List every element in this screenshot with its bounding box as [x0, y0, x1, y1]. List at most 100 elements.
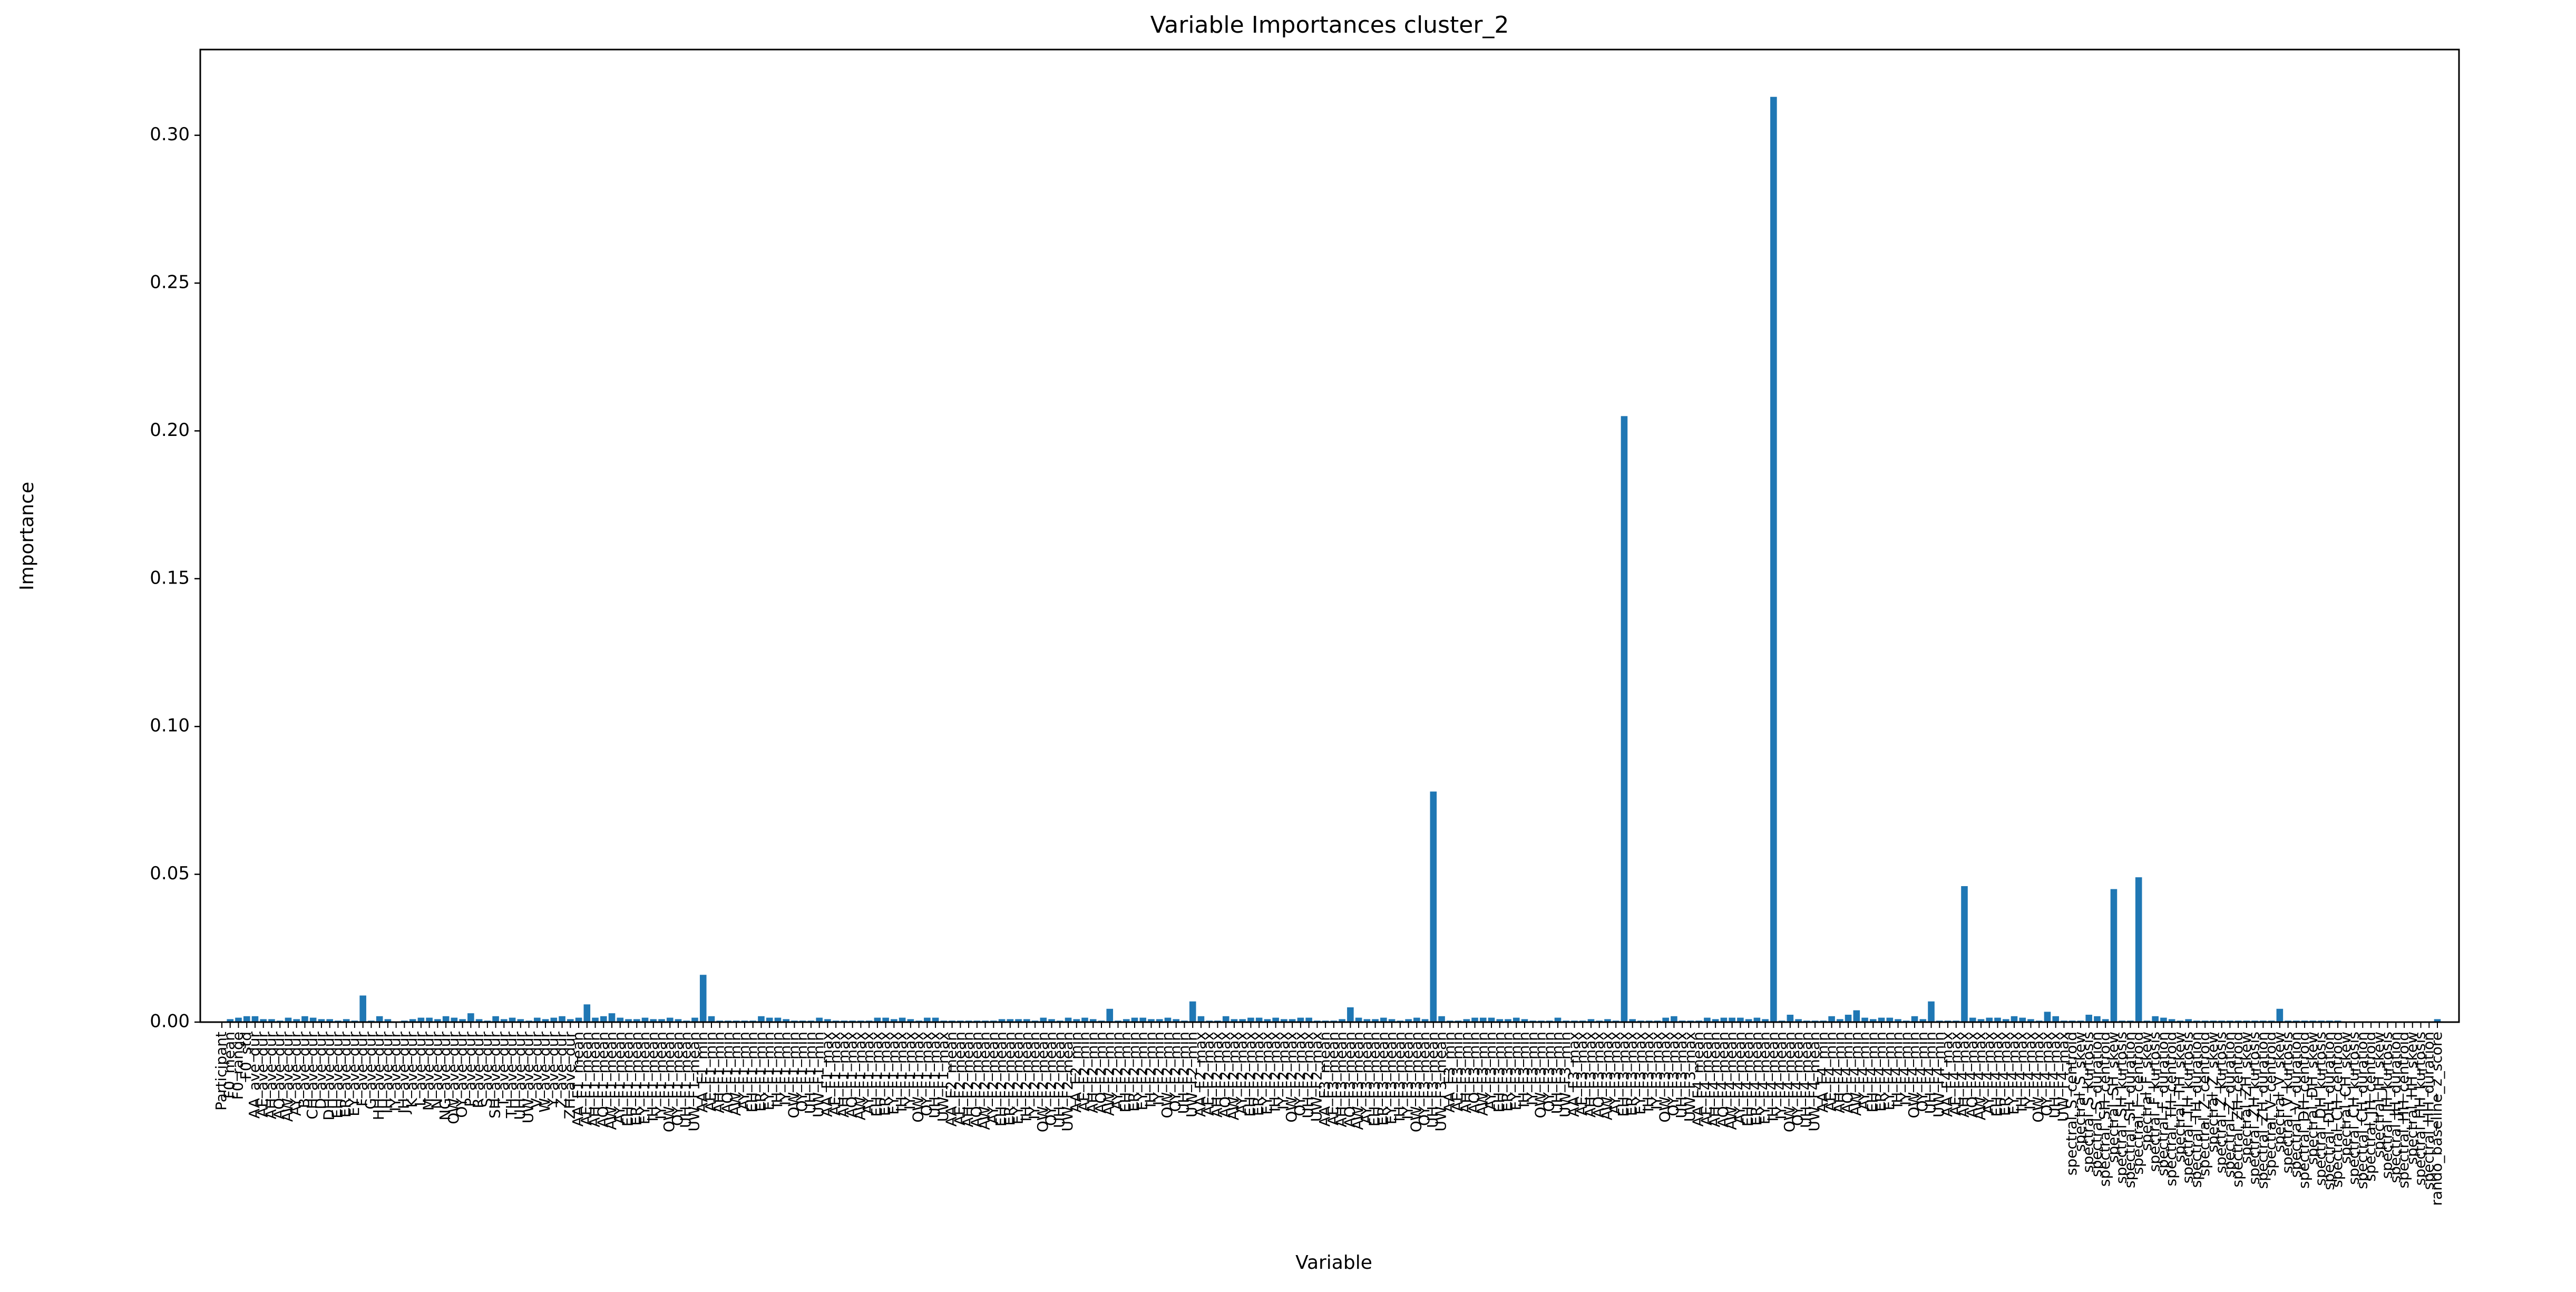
bar: [633, 1019, 640, 1022]
x-tick-label: AW_F3_min: [1474, 1032, 1491, 1116]
x-tick-label: ER_ave_dur: [337, 1032, 354, 1118]
bar: [1554, 1017, 1562, 1022]
x-tick-label: EH_F3_min: [1490, 1032, 1508, 1112]
x-tick-label: AA_F3_min: [1440, 1032, 1458, 1113]
x-tick-label: spectral_JH_duration: [2386, 1032, 2404, 1183]
bar: [1405, 1019, 1412, 1022]
bar: [1729, 1017, 1735, 1022]
x-tick-label: F0_std: [237, 1032, 255, 1080]
x-tick-label: spectral_JH_centroid: [2362, 1032, 2379, 1182]
bar: [1089, 1019, 1097, 1022]
bar: [2168, 1019, 2175, 1022]
x-tick-label: OY_F2_min: [1167, 1032, 1184, 1112]
x-tick-label: V_ave_dur: [528, 1032, 545, 1109]
x-tick-label: JH_ave_dur: [395, 1032, 412, 1115]
bar: [1969, 1017, 1976, 1022]
x-tick-label: G_ave_dur: [362, 1032, 379, 1110]
x-tick-label: AY_F4_min: [1856, 1032, 1873, 1110]
x-tick-label: OY_F3_min: [1540, 1032, 1557, 1112]
x-tick-label: spectral_Z_kurtosis: [2212, 1032, 2230, 1173]
x-tick-label: spectral_Z_skew: [2204, 1032, 2221, 1153]
y-tick-label: 0.05: [150, 863, 190, 884]
x-tick-label: AO_F4_mean: [1714, 1032, 1732, 1128]
bar: [625, 1019, 632, 1022]
x-tick-label: AY_F1_min: [735, 1032, 753, 1110]
bar: [1977, 1019, 1985, 1022]
x-tick-label: spectral_Z_duration: [2220, 1032, 2238, 1178]
x-tick-label: Participant: [212, 1032, 230, 1111]
bar: [824, 1019, 831, 1022]
x-tick-label: DH_ave_dur: [320, 1032, 338, 1121]
x-tick-label: AA_F4_mean: [1690, 1032, 1707, 1126]
bar: [1463, 1019, 1470, 1022]
x-tick-label: OY_ave_dur: [453, 1032, 471, 1118]
bar: [1521, 1019, 1528, 1022]
x-tick-label: UW_F4_mean: [1806, 1032, 1823, 1132]
x-tick-label: AY_F3_max: [1606, 1032, 1624, 1114]
x-tick-label: AO_F2_max: [1216, 1032, 1234, 1118]
x-tick-label: IH_F2_max: [1266, 1032, 1284, 1112]
x-tick-label: spectral_CH_kurtosis: [2345, 1032, 2363, 1185]
bar: [699, 975, 707, 1022]
bar: [509, 1017, 516, 1022]
x-tick-label: F0_mean: [221, 1032, 238, 1099]
x-tick-label: UW_F4_min: [1930, 1032, 1947, 1118]
bar: [1355, 1017, 1362, 1022]
x-tick-label: AO_F1_min: [718, 1032, 736, 1113]
x-tick-label: OW_F3_max: [1656, 1032, 1674, 1123]
bar: [617, 1017, 624, 1022]
bar: [1347, 1007, 1354, 1022]
x-tick-label: spectral_SH_duration: [2121, 1032, 2138, 1188]
x-tick-label: UH_F1_min: [802, 1032, 819, 1114]
bar: [1961, 886, 1968, 1022]
bar: [1380, 1017, 1387, 1022]
bar: [592, 1017, 599, 1022]
x-tick-label: OW_F1_min: [785, 1032, 802, 1118]
x-tick-label: ER_F4_min: [1872, 1032, 1889, 1112]
bar: [1231, 1019, 1238, 1022]
bar: [1621, 416, 1628, 1023]
bar: [1853, 1010, 1860, 1022]
x-tick-label: AH_F2_max: [1208, 1032, 1225, 1118]
x-tick-label: AE_F2_mean: [951, 1032, 968, 1125]
x-tick-label: EH_F4_max: [1988, 1032, 2005, 1117]
x-tick-label: UW_F2_mean: [1059, 1032, 1076, 1132]
bar: [1513, 1017, 1520, 1022]
x-tick-label: EH_ave_dur: [328, 1032, 346, 1119]
bar: [376, 1016, 383, 1022]
x-tick-label: SH_ave_dur: [486, 1032, 504, 1119]
x-tick-label: AW_F3_mean: [1349, 1032, 1367, 1130]
x-tick-label: OY_F4_max: [2038, 1032, 2055, 1116]
bar: [1430, 791, 1437, 1022]
x-tick-label: T_ave_dur: [494, 1032, 512, 1108]
x-tick-label: IH_F3_min: [1515, 1032, 1533, 1108]
bar: [1479, 1017, 1487, 1022]
x-tick-label: AW_F2_min: [1100, 1032, 1118, 1116]
x-tick-label: IH_ave_dur: [378, 1032, 396, 1114]
bar: [550, 1017, 558, 1022]
x-tick-label: spectral_DH_skew: [2304, 1032, 2321, 1165]
bar: [1837, 1019, 1843, 1022]
bar: [1007, 1019, 1014, 1022]
x-tick-label: EY_F2_mean: [1009, 1032, 1027, 1124]
bar: [2102, 1019, 2109, 1022]
x-tick-label: spectral_TH_duration: [2187, 1032, 2204, 1188]
bar: [2052, 1016, 2060, 1022]
x-tick-label: IH_F3_max: [1640, 1032, 1657, 1112]
bar: [2110, 889, 2118, 1022]
y-tick-label: 0.20: [150, 420, 190, 441]
bar: [359, 995, 366, 1022]
x-tick-label: IY_F4_min: [1897, 1032, 1914, 1105]
x-tick-label: ER_F1_mean: [627, 1032, 645, 1125]
x-tick-label: AA_F3_max: [1565, 1032, 1582, 1117]
x-tick-label: IH_F3_mean: [1391, 1032, 1408, 1122]
x-tick-label: AY_F3_min: [1482, 1032, 1499, 1110]
x-tick-label: spectral_HH_duration: [2419, 1032, 2437, 1190]
x-tick-label: AA_ave_dur: [246, 1032, 263, 1119]
bar: [1305, 1017, 1312, 1022]
x-tick-label: IH_F1_mean: [644, 1032, 661, 1122]
bar: [708, 1016, 715, 1022]
x-tick-label: spectral_ZH_kurtosis: [2246, 1032, 2263, 1184]
bar: [1886, 1017, 1894, 1022]
bar: [1753, 1017, 1761, 1022]
